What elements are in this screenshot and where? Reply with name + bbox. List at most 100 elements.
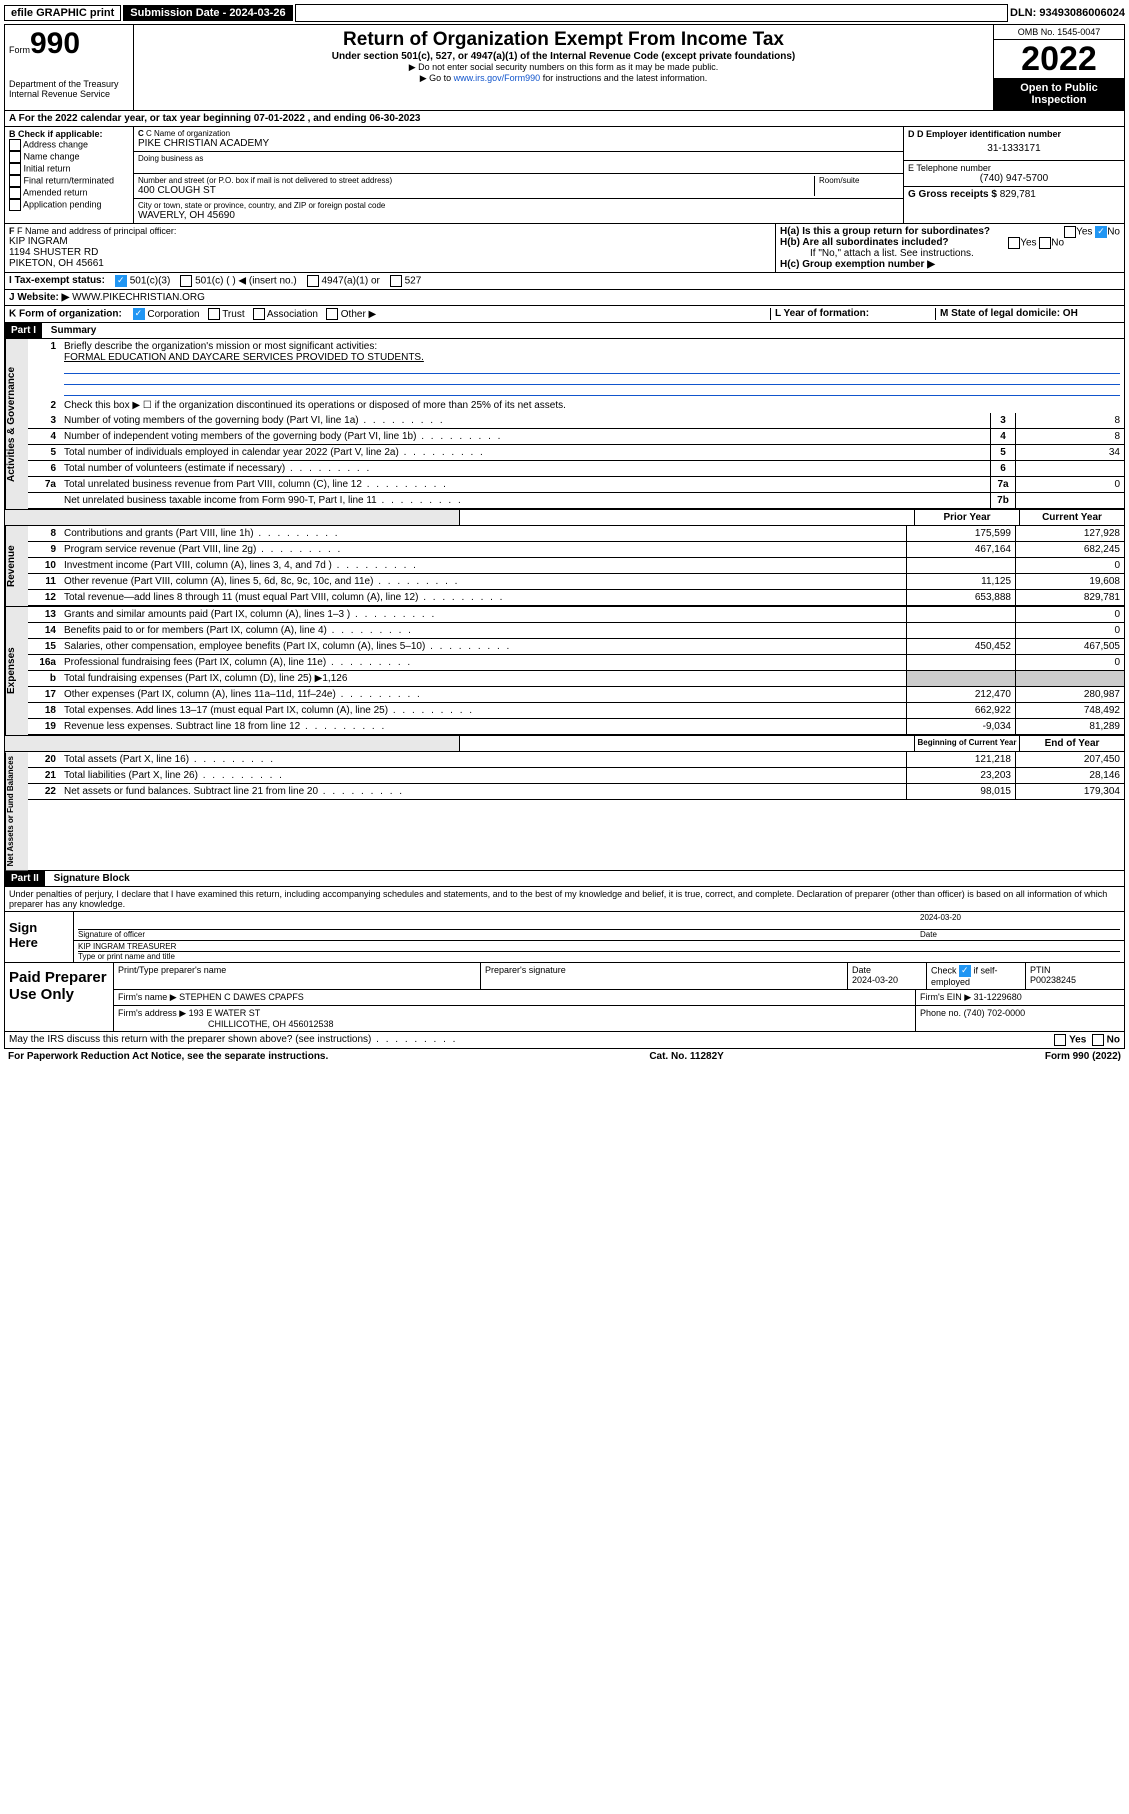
summary-line: 12Total revenue—add lines 8 through 11 (…: [28, 590, 1124, 606]
dept-label: Department of the Treasury Internal Reve…: [9, 79, 129, 99]
form-note-2: ▶ Go to www.irs.gov/Form990 for instruct…: [140, 73, 987, 84]
col-prior: Prior Year: [914, 510, 1019, 525]
signer-name: KIP INGRAM TREASURER: [78, 942, 1120, 951]
status-501c3-checkbox[interactable]: [115, 275, 127, 287]
gross-value: 829,781: [1000, 189, 1036, 200]
summary-line: bTotal fundraising expenses (Part IX, co…: [28, 671, 1124, 687]
summary-line: 3Number of voting members of the governi…: [28, 413, 1124, 429]
org-name: PIKE CHRISTIAN ACADEMY: [138, 138, 899, 149]
form-title: Return of Organization Exempt From Incom…: [140, 29, 987, 51]
footer-right: Form 990 (2022): [1045, 1051, 1121, 1062]
col-begin: Beginning of Current Year: [914, 736, 1019, 751]
tel-label: E Telephone number: [908, 163, 1120, 173]
officer-addr2: PIKETON, OH 45661: [9, 258, 771, 269]
row-l: L Year of formation:: [770, 308, 935, 320]
part-1-header: Part I: [5, 323, 42, 338]
addr-label: Number and street (or P.O. box if mail i…: [138, 176, 814, 185]
vtab-netassets: Net Assets or Fund Balances: [5, 752, 28, 870]
irs-link[interactable]: www.irs.gov/Form990: [454, 73, 541, 83]
officer-addr1: 1194 SHUSTER RD: [9, 247, 771, 258]
colb-item[interactable]: Final return/terminated: [9, 175, 129, 187]
row-a-period: A For the 2022 calendar year, or tax yea…: [5, 111, 1124, 127]
summary-line: 17Other expenses (Part IX, column (A), l…: [28, 687, 1124, 703]
self-employed-checkbox[interactable]: [959, 965, 971, 977]
summary-line: 16aProfessional fundraising fees (Part I…: [28, 655, 1124, 671]
colb-item[interactable]: Amended return: [9, 187, 129, 199]
status-501c-checkbox[interactable]: [180, 275, 192, 287]
status-4947-checkbox[interactable]: [307, 275, 319, 287]
form-note-1: ▶ Do not enter social security numbers o…: [140, 62, 987, 73]
street-address: 400 CLOUGH ST: [138, 185, 814, 196]
ptin-value: P00238245: [1030, 975, 1120, 985]
row-i-label: I Tax-exempt status:: [9, 275, 105, 287]
part-1-title: Summary: [45, 325, 97, 336]
summary-line: 11Other revenue (Part VIII, column (A), …: [28, 574, 1124, 590]
paid-date: 2024-03-20: [852, 975, 922, 985]
colb-item[interactable]: Address change: [9, 139, 129, 151]
sig-date-label: Date: [920, 929, 1120, 939]
summary-line: 9Program service revenue (Part VIII, lin…: [28, 542, 1124, 558]
summary-line: 4Number of independent voting members of…: [28, 429, 1124, 445]
paid-preparer-label: Paid Preparer Use Only: [5, 963, 113, 1031]
city-state-zip: WAVERLY, OH 45690: [138, 210, 899, 221]
form-header: Form990 Department of the Treasury Inter…: [5, 25, 1124, 111]
part-2-header: Part II: [5, 871, 45, 886]
discuss-yes-checkbox[interactable]: [1054, 1034, 1066, 1046]
col-end: End of Year: [1019, 736, 1124, 751]
discuss-no-checkbox[interactable]: [1092, 1034, 1104, 1046]
perjury-declaration: Under penalties of perjury, I declare th…: [5, 887, 1124, 912]
paid-col1: Print/Type preparer's name: [114, 963, 481, 989]
colb-item[interactable]: Initial return: [9, 163, 129, 175]
firm-name: STEPHEN C DAWES CPAPFS: [179, 992, 304, 1002]
firm-ein: 31-1229680: [974, 992, 1022, 1002]
row-k-label: K Form of organization:: [9, 309, 122, 320]
col-b-checkboxes: B Check if applicable: Address change Na…: [5, 127, 134, 223]
page-footer: For Paperwork Reduction Act Notice, see …: [4, 1049, 1125, 1064]
colb-item[interactable]: Name change: [9, 151, 129, 163]
dln: DLN: 93493086006024: [1010, 7, 1125, 19]
room-label: Room/suite: [819, 176, 899, 185]
paid-col2: Preparer's signature: [481, 963, 848, 989]
firm-addr2: CHILLICOTHE, OH 456012538: [118, 1019, 334, 1029]
efile-btn[interactable]: efile GRAPHIC print: [4, 5, 121, 21]
summary-line: 6Total number of volunteers (estimate if…: [28, 461, 1124, 477]
form-org-checkbox[interactable]: [133, 308, 145, 320]
form-number: Form990: [9, 27, 129, 61]
footer-mid: Cat. No. 11282Y: [649, 1051, 723, 1062]
summary-line: Net unrelated business taxable income fr…: [28, 493, 1124, 509]
ha-row: H(a) Is this a group return for subordin…: [780, 226, 1120, 237]
form-org-checkbox[interactable]: [208, 308, 220, 320]
signer-name-label: Type or print name and title: [78, 951, 1120, 961]
summary-line: 22Net assets or fund balances. Subtract …: [28, 784, 1124, 800]
summary-line: 10Investment income (Part VIII, column (…: [28, 558, 1124, 574]
summary-line: 21Total liabilities (Part X, line 26)23,…: [28, 768, 1124, 784]
row-j-label: J Website: ▶: [9, 292, 69, 303]
form-org-checkbox[interactable]: [253, 308, 265, 320]
hb-row: H(b) Are all subordinates included? Yes …: [780, 237, 1120, 248]
footer-left: For Paperwork Reduction Act Notice, see …: [8, 1051, 328, 1062]
discuss-question: May the IRS discuss this return with the…: [9, 1034, 457, 1046]
sign-date: 2024-03-20: [920, 913, 1120, 927]
sig-officer-label: Signature of officer: [78, 929, 920, 939]
hb-note: If "No," attach a list. See instructions…: [780, 248, 1120, 259]
row-m: M State of legal domicile: OH: [935, 308, 1120, 320]
gross-label: G Gross receipts $: [908, 189, 997, 200]
top-bar: efile GRAPHIC print Submission Date - 20…: [4, 4, 1125, 22]
colb-item[interactable]: Application pending: [9, 199, 129, 211]
hc-row: H(c) Group exemption number ▶: [780, 259, 1120, 270]
status-527-checkbox[interactable]: [390, 275, 402, 287]
line-1-value: FORMAL EDUCATION AND DAYCARE SERVICES PR…: [64, 352, 424, 363]
tax-year: 2022: [994, 40, 1124, 78]
summary-line: 5Total number of individuals employed in…: [28, 445, 1124, 461]
website-value: WWW.PIKECHRISTIAN.ORG: [72, 292, 205, 303]
summary-line: 7aTotal unrelated business revenue from …: [28, 477, 1124, 493]
omb-number: OMB No. 1545-0047: [994, 25, 1124, 40]
form-org-checkbox[interactable]: [326, 308, 338, 320]
summary-line: 18Total expenses. Add lines 13–17 (must …: [28, 703, 1124, 719]
firm-phone: (740) 702-0000: [964, 1008, 1026, 1018]
vtab-activities: Activities & Governance: [5, 339, 28, 509]
dba-label: Doing business as: [138, 154, 899, 163]
form-subtitle: Under section 501(c), 527, or 4947(a)(1)…: [140, 51, 987, 62]
form-outer: Form990 Department of the Treasury Inter…: [4, 24, 1125, 1049]
ein-value: 31-1333171: [908, 139, 1120, 158]
